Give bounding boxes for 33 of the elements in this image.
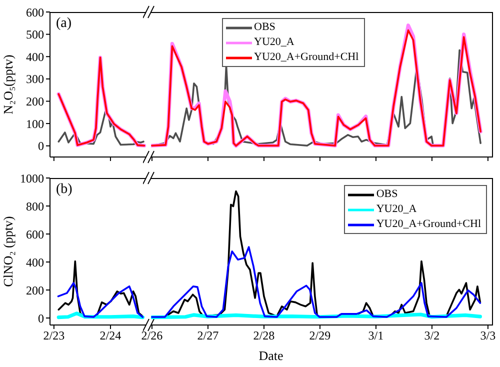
x-tick-label: 2/27 bbox=[197, 328, 219, 343]
y-tick-label: 1000 bbox=[20, 171, 44, 186]
x-tick-label: 2/29 bbox=[309, 328, 331, 343]
legend-label: OBS bbox=[376, 187, 398, 202]
legend-label: YU20_A+Ground+CHl bbox=[376, 217, 481, 232]
x-axis-title: Date bbox=[258, 348, 284, 364]
y-tick-label: 800 bbox=[26, 199, 44, 214]
y-axis-title: N₂O₅(pptv) bbox=[0, 54, 16, 114]
y-tick-label: 500 bbox=[26, 28, 44, 42]
x-tick-label: 3/1 bbox=[368, 328, 384, 343]
y-tick-label: 100 bbox=[26, 116, 44, 131]
x-tick-label: 2/28 bbox=[253, 328, 275, 343]
x-tick-label: 3/3 bbox=[480, 328, 496, 343]
annotation: (a) bbox=[56, 16, 72, 32]
x-tick-label: 2/23 bbox=[43, 328, 65, 343]
annotation: (b) bbox=[56, 182, 72, 198]
y-axis-title: ClNO₂ (pptv) bbox=[0, 216, 16, 287]
x-tick-label: 2/26 bbox=[141, 328, 163, 343]
legend-label: YU20_A bbox=[376, 202, 417, 217]
x-tick-label: 2/24 bbox=[100, 328, 122, 343]
y-tick-label: 600 bbox=[26, 227, 44, 242]
legend-label: YU20_A bbox=[254, 35, 294, 50]
x-tick-label: 3/2 bbox=[424, 328, 440, 343]
y-tick-label: 0 bbox=[38, 311, 44, 326]
y-tick-label: 400 bbox=[26, 255, 44, 270]
y-tick-label: 200 bbox=[26, 283, 44, 298]
y-tick-label: 600 bbox=[26, 5, 44, 20]
y-tick-label: 200 bbox=[26, 94, 44, 108]
legend-label: OBS bbox=[254, 20, 276, 35]
y-tick-label: 400 bbox=[26, 50, 44, 64]
legend-label: YU20_A+Ground+CHl bbox=[254, 50, 359, 65]
y-tick-label: 300 bbox=[26, 72, 44, 86]
y-tick-label: 0 bbox=[38, 139, 44, 154]
